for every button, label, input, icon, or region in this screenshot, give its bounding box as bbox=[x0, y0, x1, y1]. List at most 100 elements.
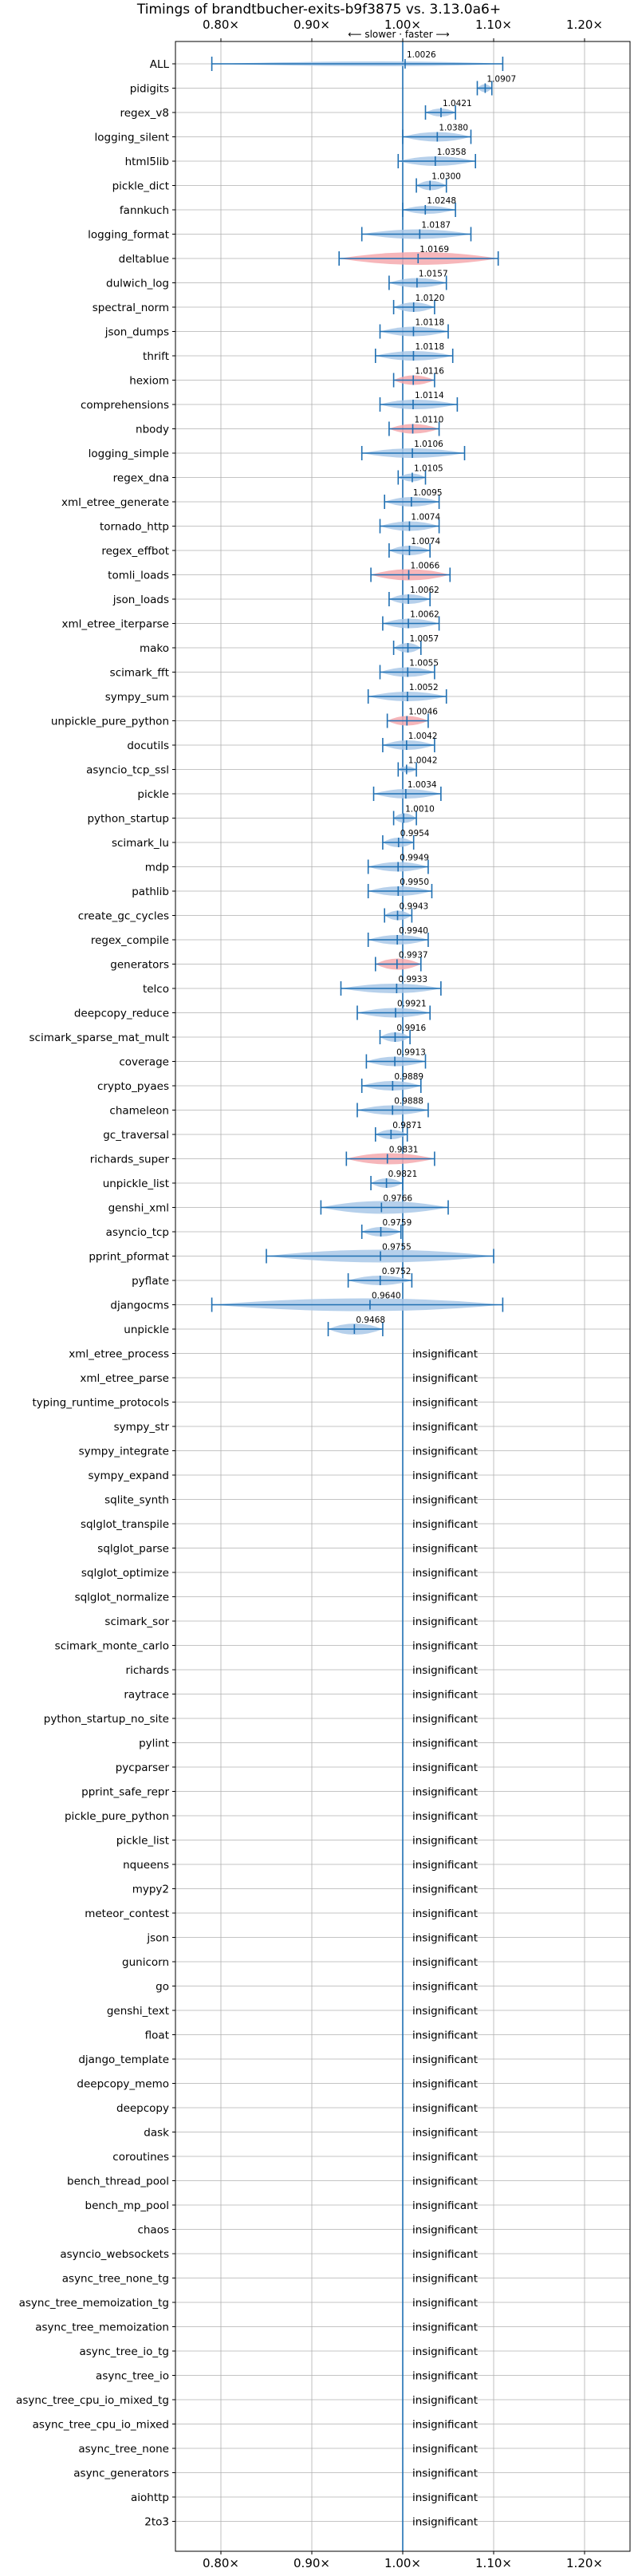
x-tick-label-top: 0.90× bbox=[293, 18, 330, 32]
value-label: 1.0066 bbox=[411, 562, 440, 571]
benchmark-label: bench_mp_pool bbox=[85, 2199, 169, 2212]
value-label: 1.0010 bbox=[405, 805, 435, 815]
value-label: 1.0118 bbox=[415, 342, 444, 352]
benchmark-label: json_loads bbox=[112, 594, 169, 606]
benchmark-label: xml_etree_parse bbox=[80, 1372, 169, 1385]
value-label: 0.9468 bbox=[356, 1316, 385, 1325]
benchmark-label: xml_etree_iterparse bbox=[62, 618, 170, 631]
benchmark-label: thrift bbox=[143, 350, 169, 363]
benchmark-label: pyflate bbox=[132, 1275, 169, 1288]
chart-title: Timings of brandtbucher-exits-b9f3875 vs… bbox=[136, 2, 501, 18]
benchmark-label: deepcopy_reduce bbox=[74, 1008, 169, 1020]
benchmark-label: aiohttp bbox=[131, 2491, 169, 2504]
value-label: 1.0169 bbox=[419, 245, 449, 254]
benchmark-label: regex_dna bbox=[113, 472, 169, 485]
benchmark-label: deepcopy bbox=[116, 2102, 169, 2115]
benchmark-label: django_template bbox=[78, 2053, 169, 2066]
insignificant-label: insignificant bbox=[412, 1397, 478, 1410]
benchmark-label: gc_traversal bbox=[103, 1129, 169, 1142]
benchmark-label: generators bbox=[110, 959, 169, 972]
insignificant-label: insignificant bbox=[412, 1615, 478, 1628]
benchmark-label: float bbox=[145, 2030, 169, 2042]
benchmark-label: crypto_pyaes bbox=[97, 1080, 169, 1093]
benchmark-label: scimark_monte_carlo bbox=[55, 1640, 169, 1653]
benchmark-label: gunicorn bbox=[122, 1956, 169, 1969]
benchmark-label: sqlglot_transpile bbox=[81, 1518, 169, 1531]
benchmark-label: async_tree_memoization bbox=[35, 2322, 169, 2334]
value-label: 0.9888 bbox=[394, 1097, 423, 1107]
insignificant-label: insignificant bbox=[412, 2030, 478, 2042]
benchmark-label: telco bbox=[143, 983, 169, 996]
value-label: 0.9950 bbox=[400, 878, 429, 887]
x-tick-label-bottom: 0.90× bbox=[293, 2556, 330, 2570]
value-label: 0.9940 bbox=[399, 926, 428, 936]
benchmark-label: xml_etree_process bbox=[69, 1348, 169, 1361]
benchmark-label: raytrace bbox=[124, 1689, 169, 1702]
insignificant-label: insignificant bbox=[412, 1981, 478, 1994]
insignificant-label: insignificant bbox=[412, 2005, 478, 2018]
value-label: 0.9752 bbox=[382, 1267, 412, 1276]
value-label: 0.9755 bbox=[382, 1243, 412, 1252]
benchmark-label: deepcopy_memo bbox=[77, 2078, 169, 2091]
value-label: 1.0074 bbox=[411, 513, 440, 523]
insignificant-label: insignificant bbox=[412, 2370, 478, 2383]
x-tick-label-top: 1.20× bbox=[566, 18, 603, 32]
value-label: 0.9640 bbox=[372, 1292, 401, 1301]
insignificant-label: insignificant bbox=[412, 1567, 478, 1580]
insignificant-label: insignificant bbox=[412, 2127, 478, 2140]
insignificant-label: insignificant bbox=[412, 1761, 478, 1774]
benchmark-label: genshi_text bbox=[107, 2005, 169, 2018]
value-label: 1.0042 bbox=[408, 756, 438, 766]
benchmark-label: json bbox=[146, 1932, 169, 1945]
benchmark-label: sympy_expand bbox=[88, 1469, 169, 1482]
benchmark-label: docutils bbox=[127, 740, 169, 752]
benchmark-label: sqlite_synth bbox=[104, 1494, 169, 1507]
value-label: 1.0026 bbox=[407, 50, 436, 60]
value-label: 1.0114 bbox=[415, 391, 444, 400]
benchmark-label: pycparser bbox=[116, 1761, 170, 1774]
insignificant-label: insignificant bbox=[412, 2322, 478, 2334]
violin-layer: 1.0026 1.0907 1.0421 1.0380 1.0358 1.0300 1.02… bbox=[211, 50, 516, 2529]
benchmark-label: asyncio_websockets bbox=[60, 2248, 169, 2261]
insignificant-label: insignificant bbox=[412, 2516, 478, 2529]
value-label: 1.0062 bbox=[410, 586, 439, 595]
value-label: 1.0042 bbox=[408, 732, 438, 741]
insignificant-label: insignificant bbox=[412, 1713, 478, 1726]
value-label: 1.0248 bbox=[427, 196, 456, 206]
value-label: 1.0055 bbox=[409, 659, 439, 669]
insignificant-label: insignificant bbox=[412, 1518, 478, 1531]
value-label: 1.0095 bbox=[413, 488, 443, 498]
insignificant-label: insignificant bbox=[412, 2491, 478, 2504]
benchmark-label: pickle_dict bbox=[112, 180, 169, 193]
benchmark-label: asyncio_tcp_ssl bbox=[86, 764, 169, 777]
benchmark-label: mako bbox=[140, 642, 169, 655]
benchmark-label: async_tree_io_tg bbox=[79, 2345, 169, 2358]
benchmark-label: djangocms bbox=[110, 1300, 169, 1312]
benchmark-label: html5lib bbox=[125, 156, 169, 168]
insignificant-label: insignificant bbox=[412, 1786, 478, 1799]
benchmark-label: logging_format bbox=[88, 229, 169, 242]
benchmark-label: pathlib bbox=[132, 886, 169, 898]
benchmark-label: bench_thread_pool bbox=[67, 2176, 169, 2188]
insignificant-label: insignificant bbox=[412, 1907, 478, 1920]
insignificant-label: insignificant bbox=[412, 2102, 478, 2115]
tick-layer: 0.80× 0.80× 0.90× 0.90× 1.00× 1.00× 1.10× 1.10×… bbox=[172, 18, 603, 2570]
value-label: 0.9954 bbox=[400, 829, 430, 838]
benchmark-label: go bbox=[156, 1981, 169, 1994]
benchmark-label: json_dumps bbox=[104, 326, 169, 339]
value-label: 0.9889 bbox=[394, 1072, 423, 1082]
value-label: 1.0157 bbox=[419, 270, 448, 279]
benchmark-label: sqlglot_parse bbox=[97, 1543, 169, 1556]
benchmark-label: nbody bbox=[136, 424, 169, 436]
x-tick-label-bottom: 1.00× bbox=[384, 2556, 421, 2570]
insignificant-label: insignificant bbox=[412, 1810, 478, 1823]
value-label: 0.9871 bbox=[392, 1121, 422, 1130]
value-label: 1.0034 bbox=[408, 780, 437, 790]
benchmark-label: async_tree_none bbox=[78, 2443, 169, 2456]
benchmark-label: deltablue bbox=[119, 253, 169, 266]
benchmark-label: async_tree_cpu_io_mixed_tg bbox=[16, 2394, 169, 2407]
value-label: 1.0116 bbox=[415, 367, 444, 377]
benchmark-label: meteor_contest bbox=[85, 1907, 169, 1920]
benchmark-label: pidigits bbox=[130, 83, 169, 96]
benchmark-label: pprint_safe_repr bbox=[81, 1786, 169, 1799]
